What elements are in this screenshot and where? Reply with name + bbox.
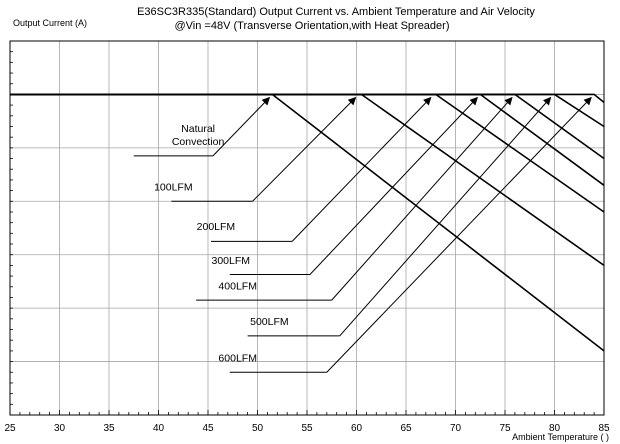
x-tick-label: 30 (54, 423, 66, 434)
annotation-label: 600LFM (218, 353, 257, 365)
x-tick-label: 80 (549, 423, 561, 434)
x-tick-label: 40 (153, 423, 165, 434)
x-tick-label: 35 (103, 423, 115, 434)
annotation-4: 300LFM (212, 96, 478, 275)
x-tick-label: 65 (400, 423, 412, 434)
x-tick-label: 50 (252, 423, 264, 434)
annotation-arrow (291, 96, 432, 242)
annotation-2: 100LFM (154, 96, 357, 202)
x-tick-label: 55 (301, 423, 313, 434)
x-tick-label: 45 (202, 423, 214, 434)
annotation-arrow (326, 96, 592, 373)
annotation-label: 200LFM (197, 221, 236, 233)
x-tick-label: 85 (598, 423, 610, 434)
annotation-label: 100LFM (154, 182, 193, 194)
x-tick-label: 60 (351, 423, 363, 434)
chart-subtitle: @Vin =48V (Transverse Orientation,with H… (175, 20, 450, 32)
series-line-7 (10, 93, 605, 104)
annotation-label: 300LFM (212, 255, 251, 267)
series-lines (10, 93, 605, 352)
annotation-label: Convection (172, 136, 225, 148)
annotation-7: 600LFM (218, 96, 592, 373)
annotation-arrow (252, 96, 357, 202)
annotation-label: Natural (181, 123, 215, 135)
annotation-arrow (212, 96, 271, 157)
annotation-arrow (331, 96, 513, 301)
x-tick-label: 75 (499, 423, 511, 434)
annotation-label: 400LFM (218, 280, 257, 292)
annotation-arrow (309, 96, 478, 275)
annotation-6: 500LFM (247, 96, 552, 337)
x-axis-label: Ambient Temperature ( ) (512, 432, 609, 442)
annotation-label: 500LFM (250, 316, 289, 328)
annotation-arrow (339, 96, 552, 337)
annotation-5: 400LFM (196, 96, 513, 301)
x-tick-label: 70 (450, 423, 462, 434)
chart-title: E36SC3R335(Standard) Output Current vs. … (137, 6, 535, 18)
plot-frame (9, 40, 605, 416)
x-tick-label: 25 (4, 423, 16, 434)
y-axis-label: Output Current (A) (13, 18, 87, 28)
x-axis-ticks: 25 30 35 40 45 50 55 60 65 70 75 80 85 (4, 40, 610, 434)
annotation-3: 200LFM (197, 96, 432, 242)
